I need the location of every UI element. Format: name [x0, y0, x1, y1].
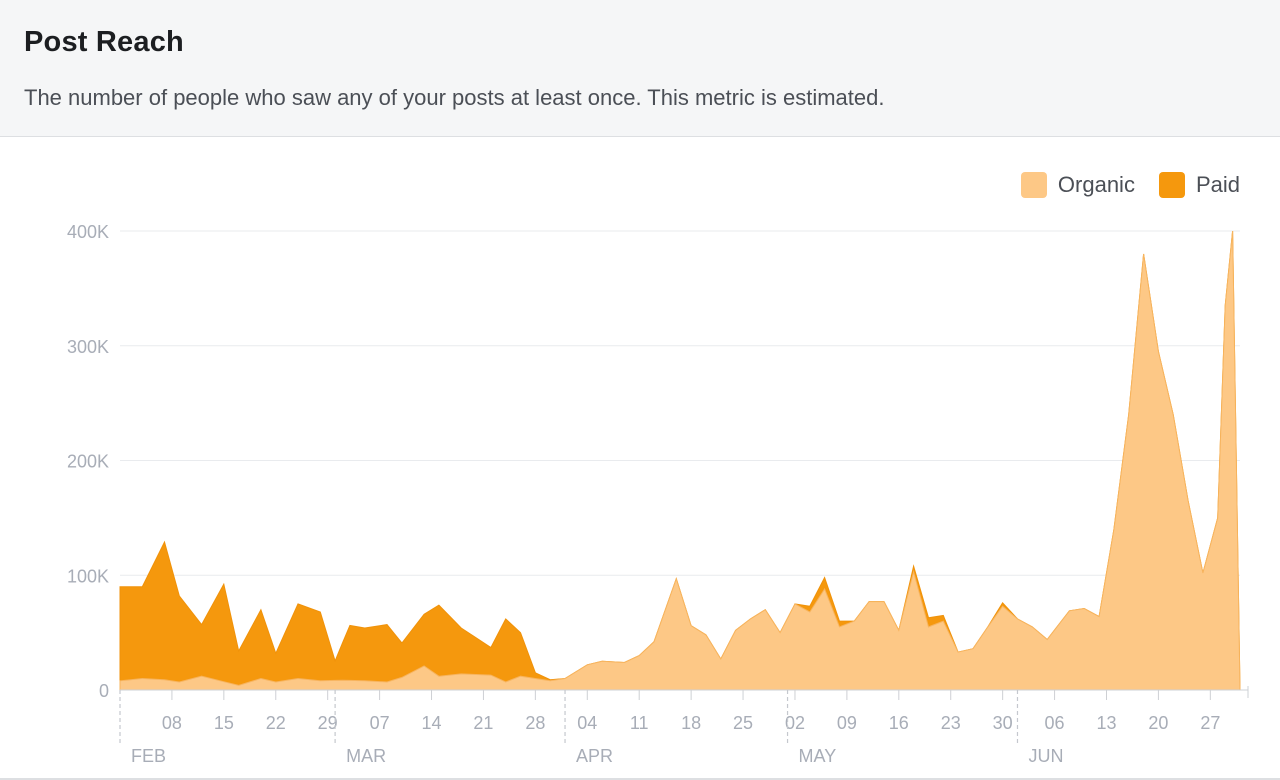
x-tick-label: 02 — [785, 713, 805, 733]
organic-area — [119, 230, 1241, 691]
x-tick-label: 15 — [214, 713, 234, 733]
legend-item-paid[interactable]: Paid — [1158, 172, 1240, 198]
x-tick-label: 21 — [473, 713, 493, 733]
x-tick-label: 16 — [889, 713, 909, 733]
chart-header: Post Reach The number of people who saw … — [0, 0, 1280, 137]
y-tick-label: 400K — [67, 222, 109, 242]
x-month-label: JUN — [1028, 746, 1063, 766]
chart-legend: Organic Paid — [997, 172, 1240, 198]
x-tick-label: 20 — [1148, 713, 1168, 733]
x-month-label: MAR — [346, 746, 386, 766]
y-tick-label: 0 — [99, 681, 109, 701]
page-title: Post Reach — [24, 26, 184, 58]
x-tick-label: 29 — [318, 713, 338, 733]
x-tick-label: 30 — [993, 713, 1013, 733]
x-tick-label: 06 — [1045, 713, 1065, 733]
x-tick-label: 18 — [681, 713, 701, 733]
legend-item-organic[interactable]: Organic — [1020, 172, 1135, 198]
y-tick-label: 200K — [67, 452, 109, 472]
x-tick-label: 08 — [162, 713, 182, 733]
y-tick-label: 100K — [67, 566, 109, 586]
x-tick-label: 22 — [266, 713, 286, 733]
legend-swatch-paid — [1158, 172, 1185, 198]
x-tick-label: 27 — [1200, 713, 1220, 733]
x-tick-label: 07 — [370, 713, 390, 733]
legend-label-paid: Paid — [1195, 172, 1240, 197]
x-month-label: FEB — [131, 746, 166, 766]
x-tick-label: 11 — [630, 713, 649, 733]
legend-swatch-organic — [1020, 172, 1047, 198]
x-tick-label: 04 — [577, 713, 597, 733]
x-tick-label: 13 — [1096, 713, 1116, 733]
page-subtitle: The number of people who saw any of your… — [24, 85, 885, 110]
x-tick-label: 14 — [422, 713, 442, 733]
legend-label-organic: Organic — [1057, 172, 1135, 197]
panel-bottom-border — [0, 778, 1280, 780]
x-tick-label: 25 — [733, 713, 753, 733]
x-tick-label: 09 — [837, 713, 857, 733]
x-tick-label: 23 — [941, 713, 961, 733]
x-tick-label: 28 — [525, 713, 545, 733]
x-month-label: MAY — [799, 746, 837, 766]
x-month-label: APR — [576, 746, 613, 766]
y-tick-label: 300K — [67, 337, 109, 357]
